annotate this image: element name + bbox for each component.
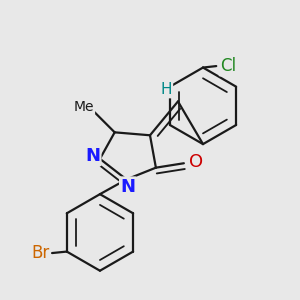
Text: N: N xyxy=(120,178,135,196)
Text: N: N xyxy=(85,147,100,165)
Text: Cl: Cl xyxy=(220,57,236,75)
Text: Br: Br xyxy=(31,244,50,262)
Text: Me: Me xyxy=(74,100,94,114)
Text: O: O xyxy=(189,153,203,171)
Text: H: H xyxy=(160,82,172,97)
